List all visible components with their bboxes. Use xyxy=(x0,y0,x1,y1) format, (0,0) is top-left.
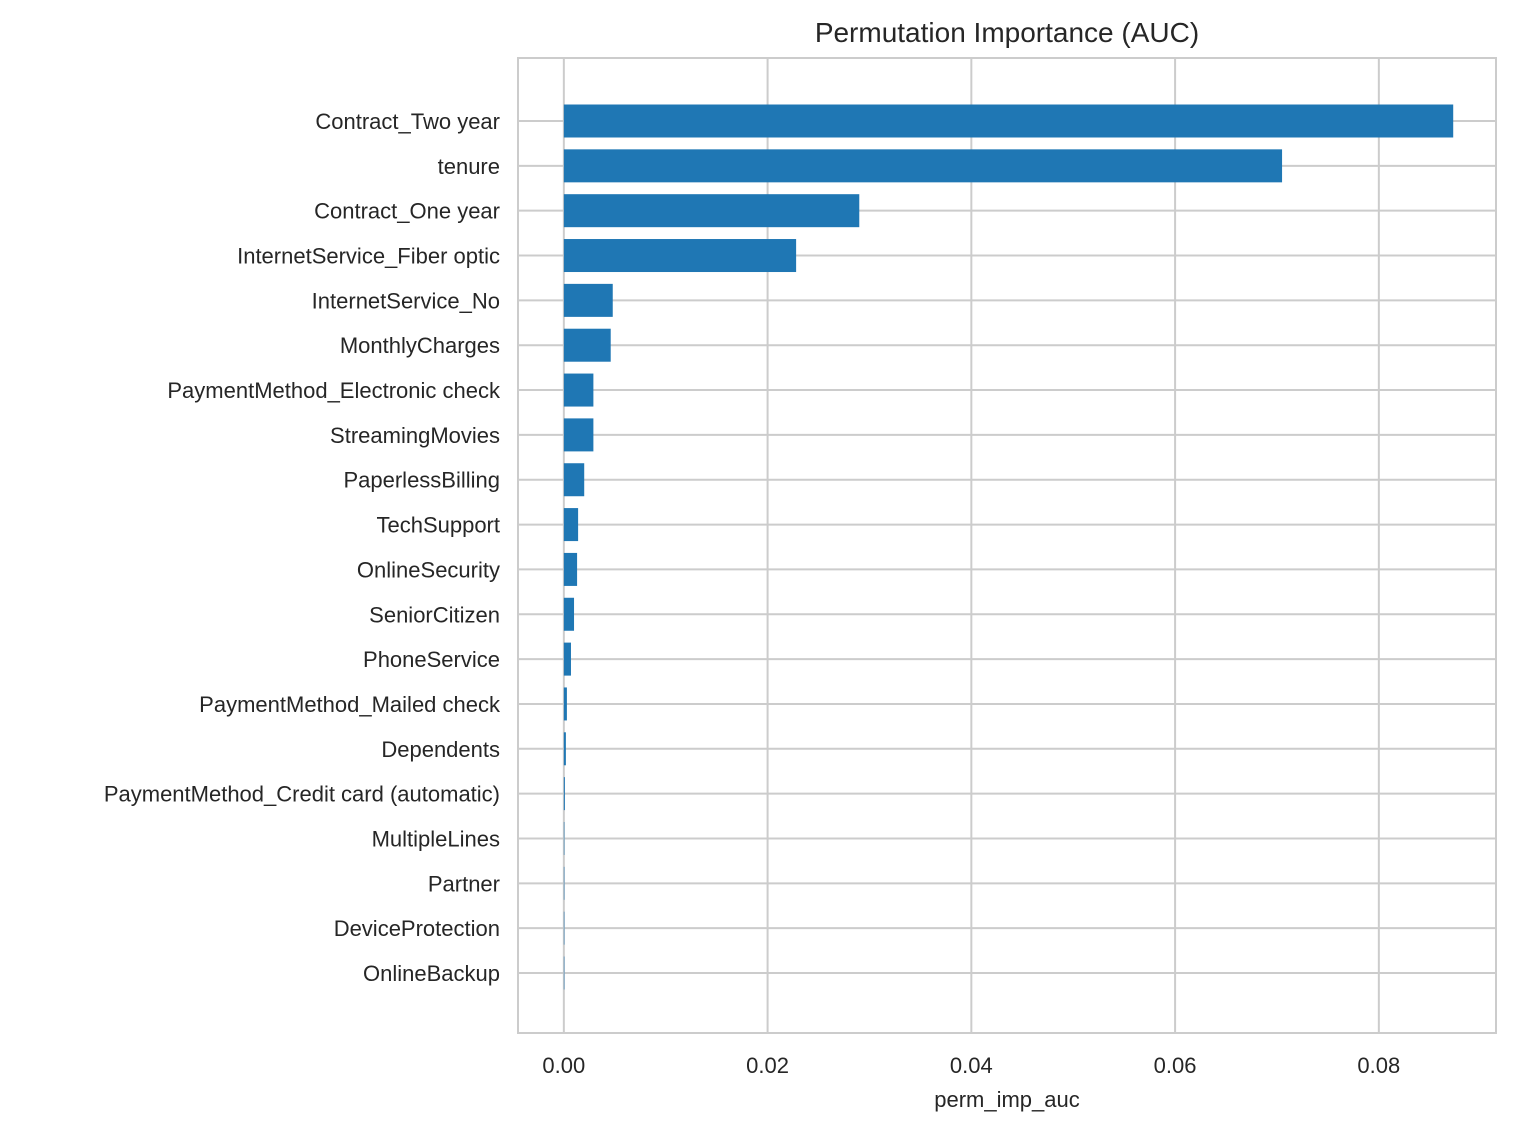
bar xyxy=(563,328,611,362)
bar xyxy=(563,149,1283,183)
y-tick-label: OnlineBackup xyxy=(363,961,500,986)
y-tick-label: Contract_One year xyxy=(314,199,500,224)
y-tick-label: TechSupport xyxy=(376,513,500,538)
y-tick-label: PaymentMethod_Electronic check xyxy=(167,378,501,403)
bar xyxy=(563,821,565,855)
x-tick-label: 0.00 xyxy=(542,1053,585,1078)
y-tick-label: PhoneService xyxy=(363,647,500,672)
y-tick-label: OnlineSecurity xyxy=(357,557,500,582)
y-tick-label: tenure xyxy=(438,154,500,179)
x-tick-label: 0.06 xyxy=(1154,1053,1197,1078)
bar xyxy=(563,911,565,945)
bar xyxy=(563,597,575,631)
bar xyxy=(563,373,594,407)
bar xyxy=(563,283,613,317)
bar xyxy=(563,956,565,990)
y-tick-label: DeviceProtection xyxy=(334,916,500,941)
y-tick-label: MonthlyCharges xyxy=(340,333,500,358)
bar xyxy=(563,642,571,676)
x-tick-label: 0.04 xyxy=(950,1053,993,1078)
y-tick-label: Contract_Two year xyxy=(315,109,500,134)
bar xyxy=(563,194,860,228)
y-tick-labels: Contract_Two year tenure Contract_One year… xyxy=(104,109,501,986)
bar xyxy=(563,239,797,273)
y-tick-label: StreamingMovies xyxy=(330,423,500,448)
y-tick-label: Partner xyxy=(428,871,500,896)
bar-layer xyxy=(563,104,1454,990)
y-tick-label: MultipleLines xyxy=(372,826,500,851)
bar xyxy=(563,508,579,542)
y-tick-label: Dependents xyxy=(381,737,500,762)
bar xyxy=(563,777,565,811)
y-tick-label: SeniorCitizen xyxy=(369,602,500,627)
y-tick-label: PaperlessBilling xyxy=(343,468,500,493)
plot-frame xyxy=(517,57,1497,1034)
chart-title: Permutation Importance (AUC) xyxy=(815,17,1199,48)
y-tick-label: PaymentMethod_Credit card (automatic) xyxy=(104,782,500,807)
x-tick-label: 0.08 xyxy=(1357,1053,1400,1078)
bar xyxy=(563,463,585,497)
y-tick-label: PaymentMethod_Mailed check xyxy=(199,692,501,717)
bar xyxy=(563,418,594,452)
bar xyxy=(563,104,1454,138)
bar xyxy=(563,687,567,721)
x-tick-label: 0.02 xyxy=(746,1053,789,1078)
x-tick-labels: 0.00 0.02 0.04 0.06 0.08 xyxy=(542,1053,1400,1078)
y-tick-label: InternetService_No xyxy=(312,288,500,313)
x-axis-label: perm_imp_auc xyxy=(934,1087,1080,1112)
bar xyxy=(563,866,565,900)
bar xyxy=(563,732,566,766)
y-tick-label: InternetService_Fiber optic xyxy=(237,244,500,269)
bar xyxy=(563,552,578,586)
